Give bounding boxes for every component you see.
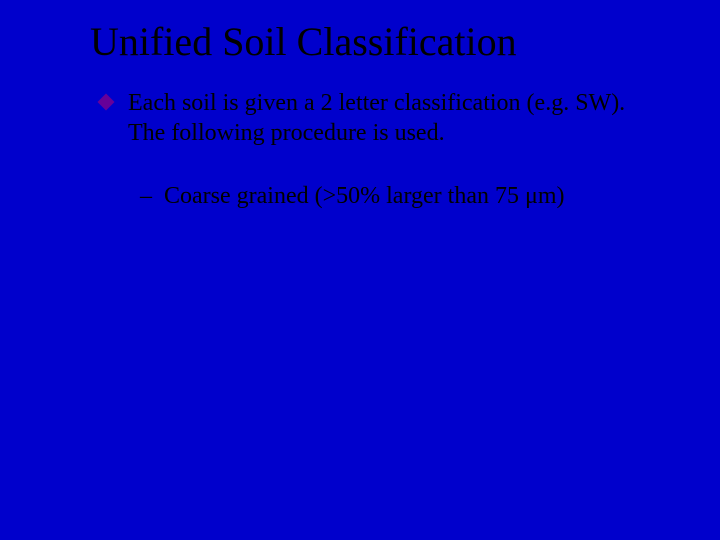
sub-bullet-item: – Coarse grained (>50% larger than 75 μm…	[140, 182, 650, 211]
bullet-item: Each soil is given a 2 letter classifica…	[100, 88, 650, 148]
diamond-bullet-icon	[98, 94, 115, 111]
dash-icon: –	[140, 182, 152, 211]
sub-bullet-text: Coarse grained (>50% larger than 75 μm)	[164, 182, 565, 211]
slide-title: Unified Soil Classification	[90, 18, 680, 66]
bullet-text: Each soil is given a 2 letter classifica…	[128, 88, 650, 148]
slide-container: Unified Soil Classification Each soil is…	[0, 0, 720, 540]
